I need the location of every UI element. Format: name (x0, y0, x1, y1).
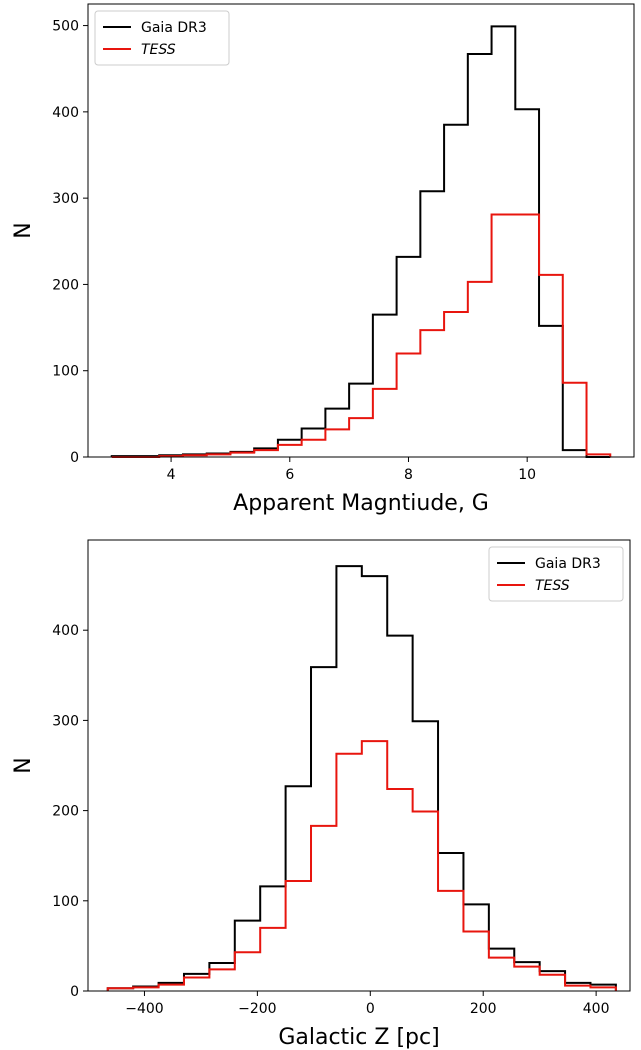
x-tick-label: −200 (238, 1001, 276, 1017)
y-tick-label: 400 (52, 105, 79, 121)
y-tick-label: 200 (52, 277, 79, 293)
legend: Gaia DR3 TESS (488, 546, 624, 602)
x-axis-label: Galactic Z [pc] (278, 1025, 439, 1050)
y-tick-label: 100 (52, 364, 79, 380)
x-tick-label: 4 (167, 467, 176, 483)
legend-box (94, 10, 230, 66)
legend-label-1: TESS (535, 578, 570, 594)
y-tick-label: 300 (52, 713, 79, 729)
y-tick-label: 300 (52, 191, 79, 207)
legend-label-0: Gaia DR3 (141, 20, 207, 36)
x-tick-label: 8 (404, 467, 413, 483)
series-line-0 (106, 565, 617, 991)
x-tick-label: 6 (285, 467, 294, 483)
y-tick-label: 0 (70, 984, 79, 1000)
x-tick-label: 0 (366, 1001, 375, 1017)
plot-frame (87, 539, 631, 992)
y-tick-label: 400 (52, 623, 79, 639)
x-axis-label: Apparent Magntiude, G (233, 491, 489, 516)
x-tick-label: 200 (470, 1001, 497, 1017)
y-axis-label: N (11, 222, 36, 238)
y-axis-label: N (11, 757, 36, 773)
legend: Gaia DR3 TESS (94, 10, 230, 66)
legend-box (488, 546, 624, 602)
plot-frame (87, 3, 635, 458)
series-line-0 (110, 25, 611, 458)
legend-label-0: Gaia DR3 (535, 556, 601, 572)
x-tick-label: 10 (518, 467, 536, 483)
x-tick-label: −400 (125, 1001, 163, 1017)
series-line-1 (106, 740, 617, 991)
y-tick-label: 0 (70, 450, 79, 466)
y-tick-label: 100 (52, 894, 79, 910)
legend-label-1: TESS (141, 42, 176, 58)
series-line-1 (111, 213, 612, 458)
y-tick-label: 200 (52, 804, 79, 820)
x-tick-label: 400 (583, 1001, 610, 1017)
chart-panel-galactic-z: −400 −200 0 200 400 0 100 200 300 400 Galactic Z [… (11, 539, 631, 1050)
y-tick-label: 500 (52, 19, 79, 35)
